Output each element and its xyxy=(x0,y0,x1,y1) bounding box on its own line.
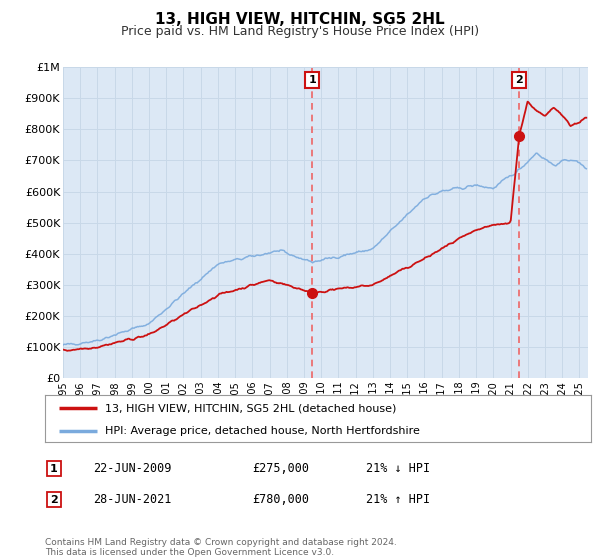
Text: 21% ↓ HPI: 21% ↓ HPI xyxy=(366,462,430,475)
Text: 28-JUN-2021: 28-JUN-2021 xyxy=(93,493,172,506)
Text: 22-JUN-2009: 22-JUN-2009 xyxy=(93,462,172,475)
Text: 1: 1 xyxy=(308,74,316,85)
Text: Contains HM Land Registry data © Crown copyright and database right 2024.
This d: Contains HM Land Registry data © Crown c… xyxy=(45,538,397,557)
Text: 13, HIGH VIEW, HITCHIN, SG5 2HL: 13, HIGH VIEW, HITCHIN, SG5 2HL xyxy=(155,12,445,27)
Text: HPI: Average price, detached house, North Hertfordshire: HPI: Average price, detached house, Nort… xyxy=(105,426,420,436)
Text: £275,000: £275,000 xyxy=(252,462,309,475)
Text: £780,000: £780,000 xyxy=(252,493,309,506)
Text: 13, HIGH VIEW, HITCHIN, SG5 2HL (detached house): 13, HIGH VIEW, HITCHIN, SG5 2HL (detache… xyxy=(105,403,397,413)
Text: Price paid vs. HM Land Registry's House Price Index (HPI): Price paid vs. HM Land Registry's House … xyxy=(121,25,479,38)
Text: 1: 1 xyxy=(50,464,58,474)
Text: 2: 2 xyxy=(50,494,58,505)
Text: 2: 2 xyxy=(515,74,523,85)
Text: 21% ↑ HPI: 21% ↑ HPI xyxy=(366,493,430,506)
